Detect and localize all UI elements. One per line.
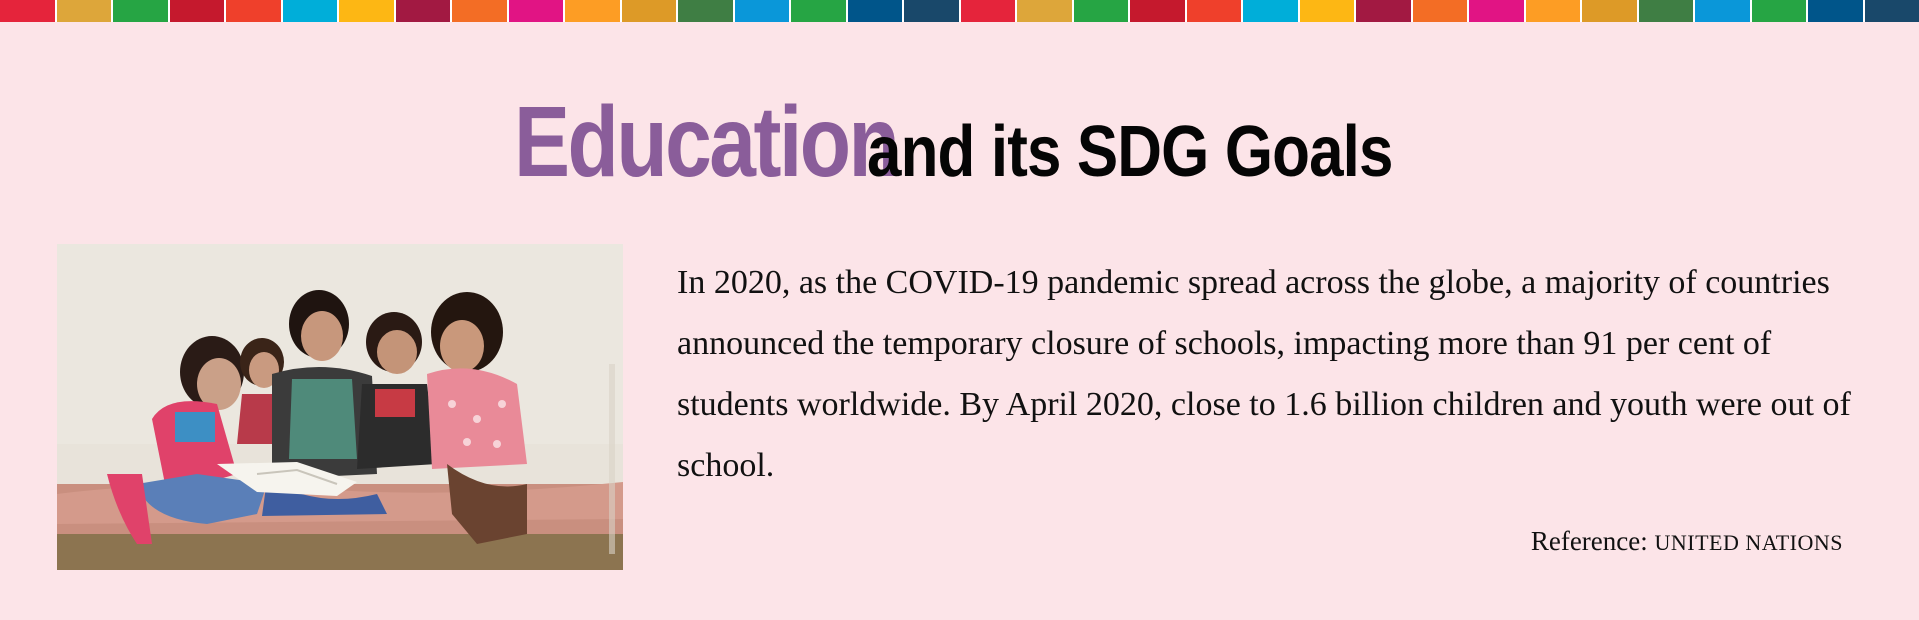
sdg-stripe-tile (508, 0, 565, 22)
sdg-stripe-tile (169, 0, 226, 22)
body-paragraph: In 2020, as the COVID-19 pandemic spread… (677, 264, 1851, 484)
sdg-stripe-tile (1299, 0, 1356, 22)
photo-illustration (57, 244, 623, 570)
sdg-stripe-tile (1243, 0, 1300, 22)
sdg-color-stripe (0, 0, 1919, 22)
sdg-stripe-tile (734, 0, 791, 22)
sdg-stripe-tile (1130, 0, 1187, 22)
sdg-stripe-tile (395, 0, 452, 22)
sdg-stripe-tile (1525, 0, 1582, 22)
sdg-stripe-tile (678, 0, 735, 22)
children-reading-photo (57, 244, 623, 570)
sdg-stripe-tile (1638, 0, 1695, 22)
sdg-stripe-tile (565, 0, 622, 22)
sdg-stripe-tile (1412, 0, 1469, 22)
reference-line: Reference: UNITED NATIONS (1531, 526, 1843, 557)
sdg-stripe-tile (1017, 0, 1074, 22)
page-title: Educationand its SDG Goals (0, 92, 1919, 192)
sdg-stripe-tile (282, 0, 339, 22)
reference-source: UNITED NATIONS (1654, 530, 1843, 555)
title-rest: and its SDG Goals (867, 112, 1393, 192)
sdg-stripe-tile (1864, 0, 1919, 22)
sdg-stripe-tile (1469, 0, 1526, 22)
sdg-stripe-tile (113, 0, 170, 22)
sdg-stripe-tile (1751, 0, 1808, 22)
sdg-stripe-tile (1582, 0, 1639, 22)
sdg-stripe-tile (1808, 0, 1865, 22)
sdg-stripe-tile (1356, 0, 1413, 22)
sdg-stripe-tile (226, 0, 283, 22)
sdg-stripe-tile (56, 0, 113, 22)
sdg-stripe-tile (791, 0, 848, 22)
title-highlight: Education (513, 86, 900, 198)
sdg-stripe-tile (904, 0, 961, 22)
reference-label: Reference: (1530, 526, 1648, 556)
sdg-stripe-tile (847, 0, 904, 22)
sdg-stripe-tile (960, 0, 1017, 22)
sdg-stripe-tile (1695, 0, 1752, 22)
sdg-stripe-tile (1186, 0, 1243, 22)
sdg-stripe-tile (339, 0, 396, 22)
sdg-stripe-tile (1073, 0, 1130, 22)
sdg-stripe-tile (452, 0, 509, 22)
sdg-stripe-tile (0, 0, 57, 22)
sdg-stripe-tile (621, 0, 678, 22)
